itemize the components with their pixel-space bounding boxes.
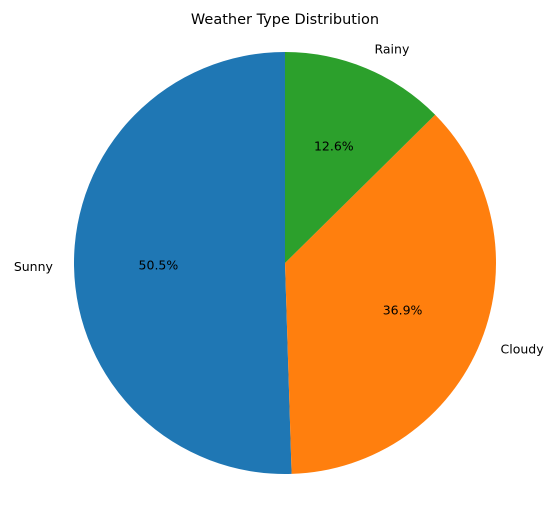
pie-label-cloudy: Cloudy: [501, 342, 545, 357]
pie-labels: Sunny 50.5% Cloudy 36.9% Rainy 12.6%: [14, 41, 544, 356]
pie-slice-cloudy: [285, 114, 496, 474]
pie-label-sunny: Sunny: [14, 259, 54, 274]
pie-percent-sunny: 50.5%: [139, 257, 179, 272]
pie-label-rainy: Rainy: [374, 41, 409, 56]
pie-percent-rainy: 12.6%: [314, 139, 354, 154]
chart-title: Weather Type Distribution: [191, 12, 379, 28]
pie-slices: [74, 52, 496, 474]
pie-percent-cloudy: 36.9%: [383, 302, 423, 317]
pie-slice-rainy: [285, 52, 436, 263]
pie-slice-sunny: [74, 52, 292, 474]
